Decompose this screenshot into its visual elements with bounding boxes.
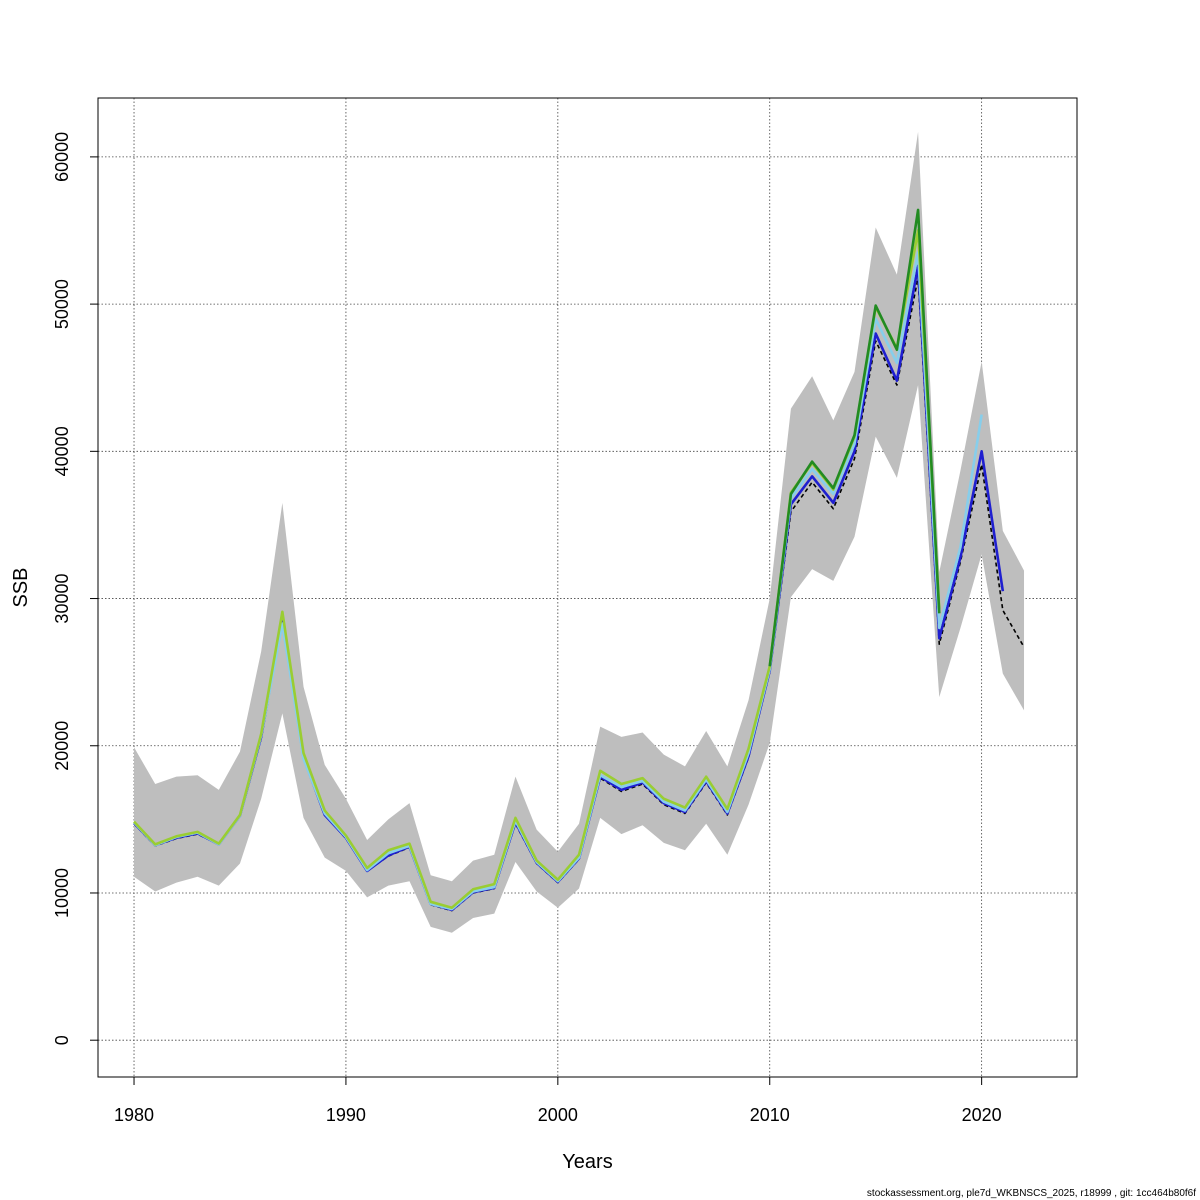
y-tick-label: 40000 <box>52 426 72 476</box>
series-lines <box>133 208 1025 912</box>
footer-credit: stockassessment.org, ple7d_WKBNSCS_2025,… <box>867 1188 1196 1199</box>
y-tick-label: 50000 <box>52 279 72 329</box>
x-tick-label: 1980 <box>114 1105 154 1125</box>
confidence-band-area <box>134 131 1025 933</box>
series-line-3 <box>133 251 983 911</box>
plot-frame <box>97 97 1078 1078</box>
x-tick-label: 2000 <box>538 1105 578 1125</box>
axes: 1980 1990 2000 2010 2020 0 10000 20000 30000 4000… <box>52 132 1002 1125</box>
y-tick-label: 10000 <box>52 868 72 918</box>
x-axis-label: Years <box>562 1151 612 1173</box>
x-tick-label: 2010 <box>750 1105 790 1125</box>
series-line-1 <box>133 276 1025 912</box>
confidence-band <box>134 131 1025 933</box>
y-tick-label: 20000 <box>52 721 72 771</box>
x-tick-label: 2020 <box>962 1105 1002 1125</box>
y-tick-label: 30000 <box>52 574 72 624</box>
y-axis-label: SSB <box>10 567 32 607</box>
y-tick-label: 60000 <box>52 132 72 182</box>
series-line-5 <box>768 208 941 667</box>
y-tick-label: 0 <box>52 1035 72 1045</box>
x-tick-label: 1990 <box>326 1105 366 1125</box>
